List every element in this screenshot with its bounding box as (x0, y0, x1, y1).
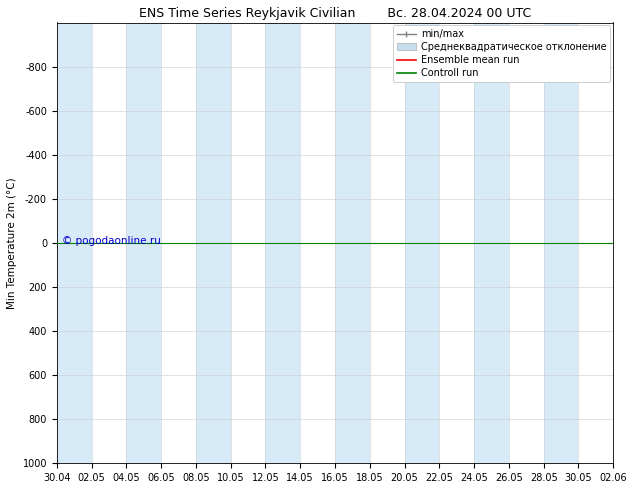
Legend: min/max, Среднеквадратическое отклонение, Ensemble mean run, Controll run: min/max, Среднеквадратическое отклонение… (392, 25, 611, 82)
Bar (404, 23, 439, 464)
Y-axis label: Min Temperature 2m (°C): Min Temperature 2m (°C) (7, 177, 17, 309)
Bar (544, 23, 578, 464)
Bar (335, 23, 370, 464)
Bar (126, 23, 161, 464)
Bar (56, 23, 91, 464)
Bar (196, 23, 231, 464)
Text: © pogodaonline.ru: © pogodaonline.ru (62, 236, 161, 245)
Bar (474, 23, 509, 464)
Title: ENS Time Series Reykjavik Civilian        Вс. 28.04.2024 00 UTC: ENS Time Series Reykjavik Civilian Вс. 2… (139, 7, 531, 20)
Bar (266, 23, 301, 464)
